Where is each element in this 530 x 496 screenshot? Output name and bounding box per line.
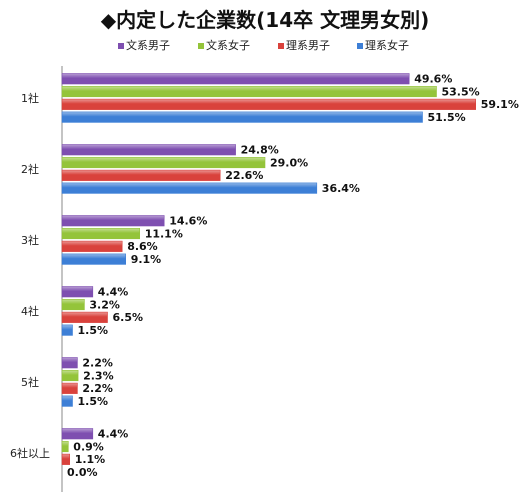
data-label: 1.5% — [78, 324, 109, 337]
legend-label: 理系女子 — [365, 38, 409, 52]
bar — [61, 286, 94, 298]
data-label: 9.1% — [131, 253, 162, 266]
chart-title: ◆内定した企業数(14卒 文理男女別) — [100, 8, 430, 32]
category-label: 3社 — [21, 233, 39, 247]
data-label: 14.6% — [169, 215, 207, 228]
bar — [61, 240, 123, 252]
data-label: 22.6% — [225, 169, 263, 182]
data-label: 2.3% — [83, 369, 114, 382]
bar — [61, 228, 140, 240]
bar — [61, 144, 236, 156]
category-label: 2社 — [21, 162, 39, 176]
legend-label: 文系女子 — [206, 38, 250, 52]
bar — [61, 311, 108, 323]
legend-swatch — [198, 43, 204, 49]
bar — [61, 157, 266, 169]
data-label: 0.0% — [67, 466, 98, 479]
bars — [61, 66, 477, 492]
data-label: 3.2% — [89, 298, 120, 311]
category-label: 5社 — [21, 375, 39, 389]
bar — [61, 440, 69, 453]
legend-swatch — [357, 43, 363, 49]
bar — [61, 382, 78, 394]
labels: 1社 49.6%53.5%59.1% 51.5% 2社 24.8%29.0% 22.6% 3… — [10, 73, 519, 479]
data-label: 8.6% — [127, 240, 158, 253]
legend-swatch — [278, 43, 284, 49]
legend-swatch — [118, 43, 124, 49]
legend: 文系男子 文系女子 理系男子 理系女子 — [118, 38, 409, 52]
bar — [61, 253, 127, 265]
data-label: 51.5% — [428, 111, 466, 124]
bar — [61, 428, 94, 440]
bar — [61, 298, 85, 311]
legend-label: 理系男子 — [286, 39, 330, 52]
data-label: 36.4% — [322, 182, 360, 195]
data-label: 1.5% — [78, 395, 109, 408]
bar — [61, 215, 165, 227]
bar — [61, 86, 437, 98]
data-label: 0.9% — [73, 440, 104, 453]
bar — [61, 357, 78, 369]
data-label: 1.1% — [75, 453, 106, 466]
bar — [61, 111, 423, 123]
bar — [61, 73, 410, 85]
data-label: 11.1% — [145, 227, 183, 240]
data-label: 53.5% — [442, 85, 480, 98]
category-label: 6社以上 — [10, 446, 50, 460]
category-label: 1社 — [21, 91, 39, 105]
data-label: 2.2% — [82, 382, 113, 395]
bar — [61, 324, 73, 336]
bar — [61, 98, 477, 110]
data-label: 4.4% — [98, 428, 129, 441]
data-label: 6.5% — [113, 311, 144, 324]
data-label: 24.8% — [241, 144, 279, 157]
bar — [61, 395, 73, 407]
bar — [61, 182, 318, 194]
category-label: 4社 — [21, 304, 39, 318]
bar — [61, 169, 221, 181]
bar — [61, 369, 79, 382]
data-label: 4.4% — [98, 286, 129, 299]
bar — [61, 453, 70, 465]
data-label: 59.1% — [481, 98, 519, 111]
data-label: 49.6% — [414, 73, 452, 86]
data-label: 29.0% — [270, 156, 308, 169]
legend-label: 文系男子 — [126, 38, 170, 52]
data-label: 2.2% — [82, 357, 113, 370]
